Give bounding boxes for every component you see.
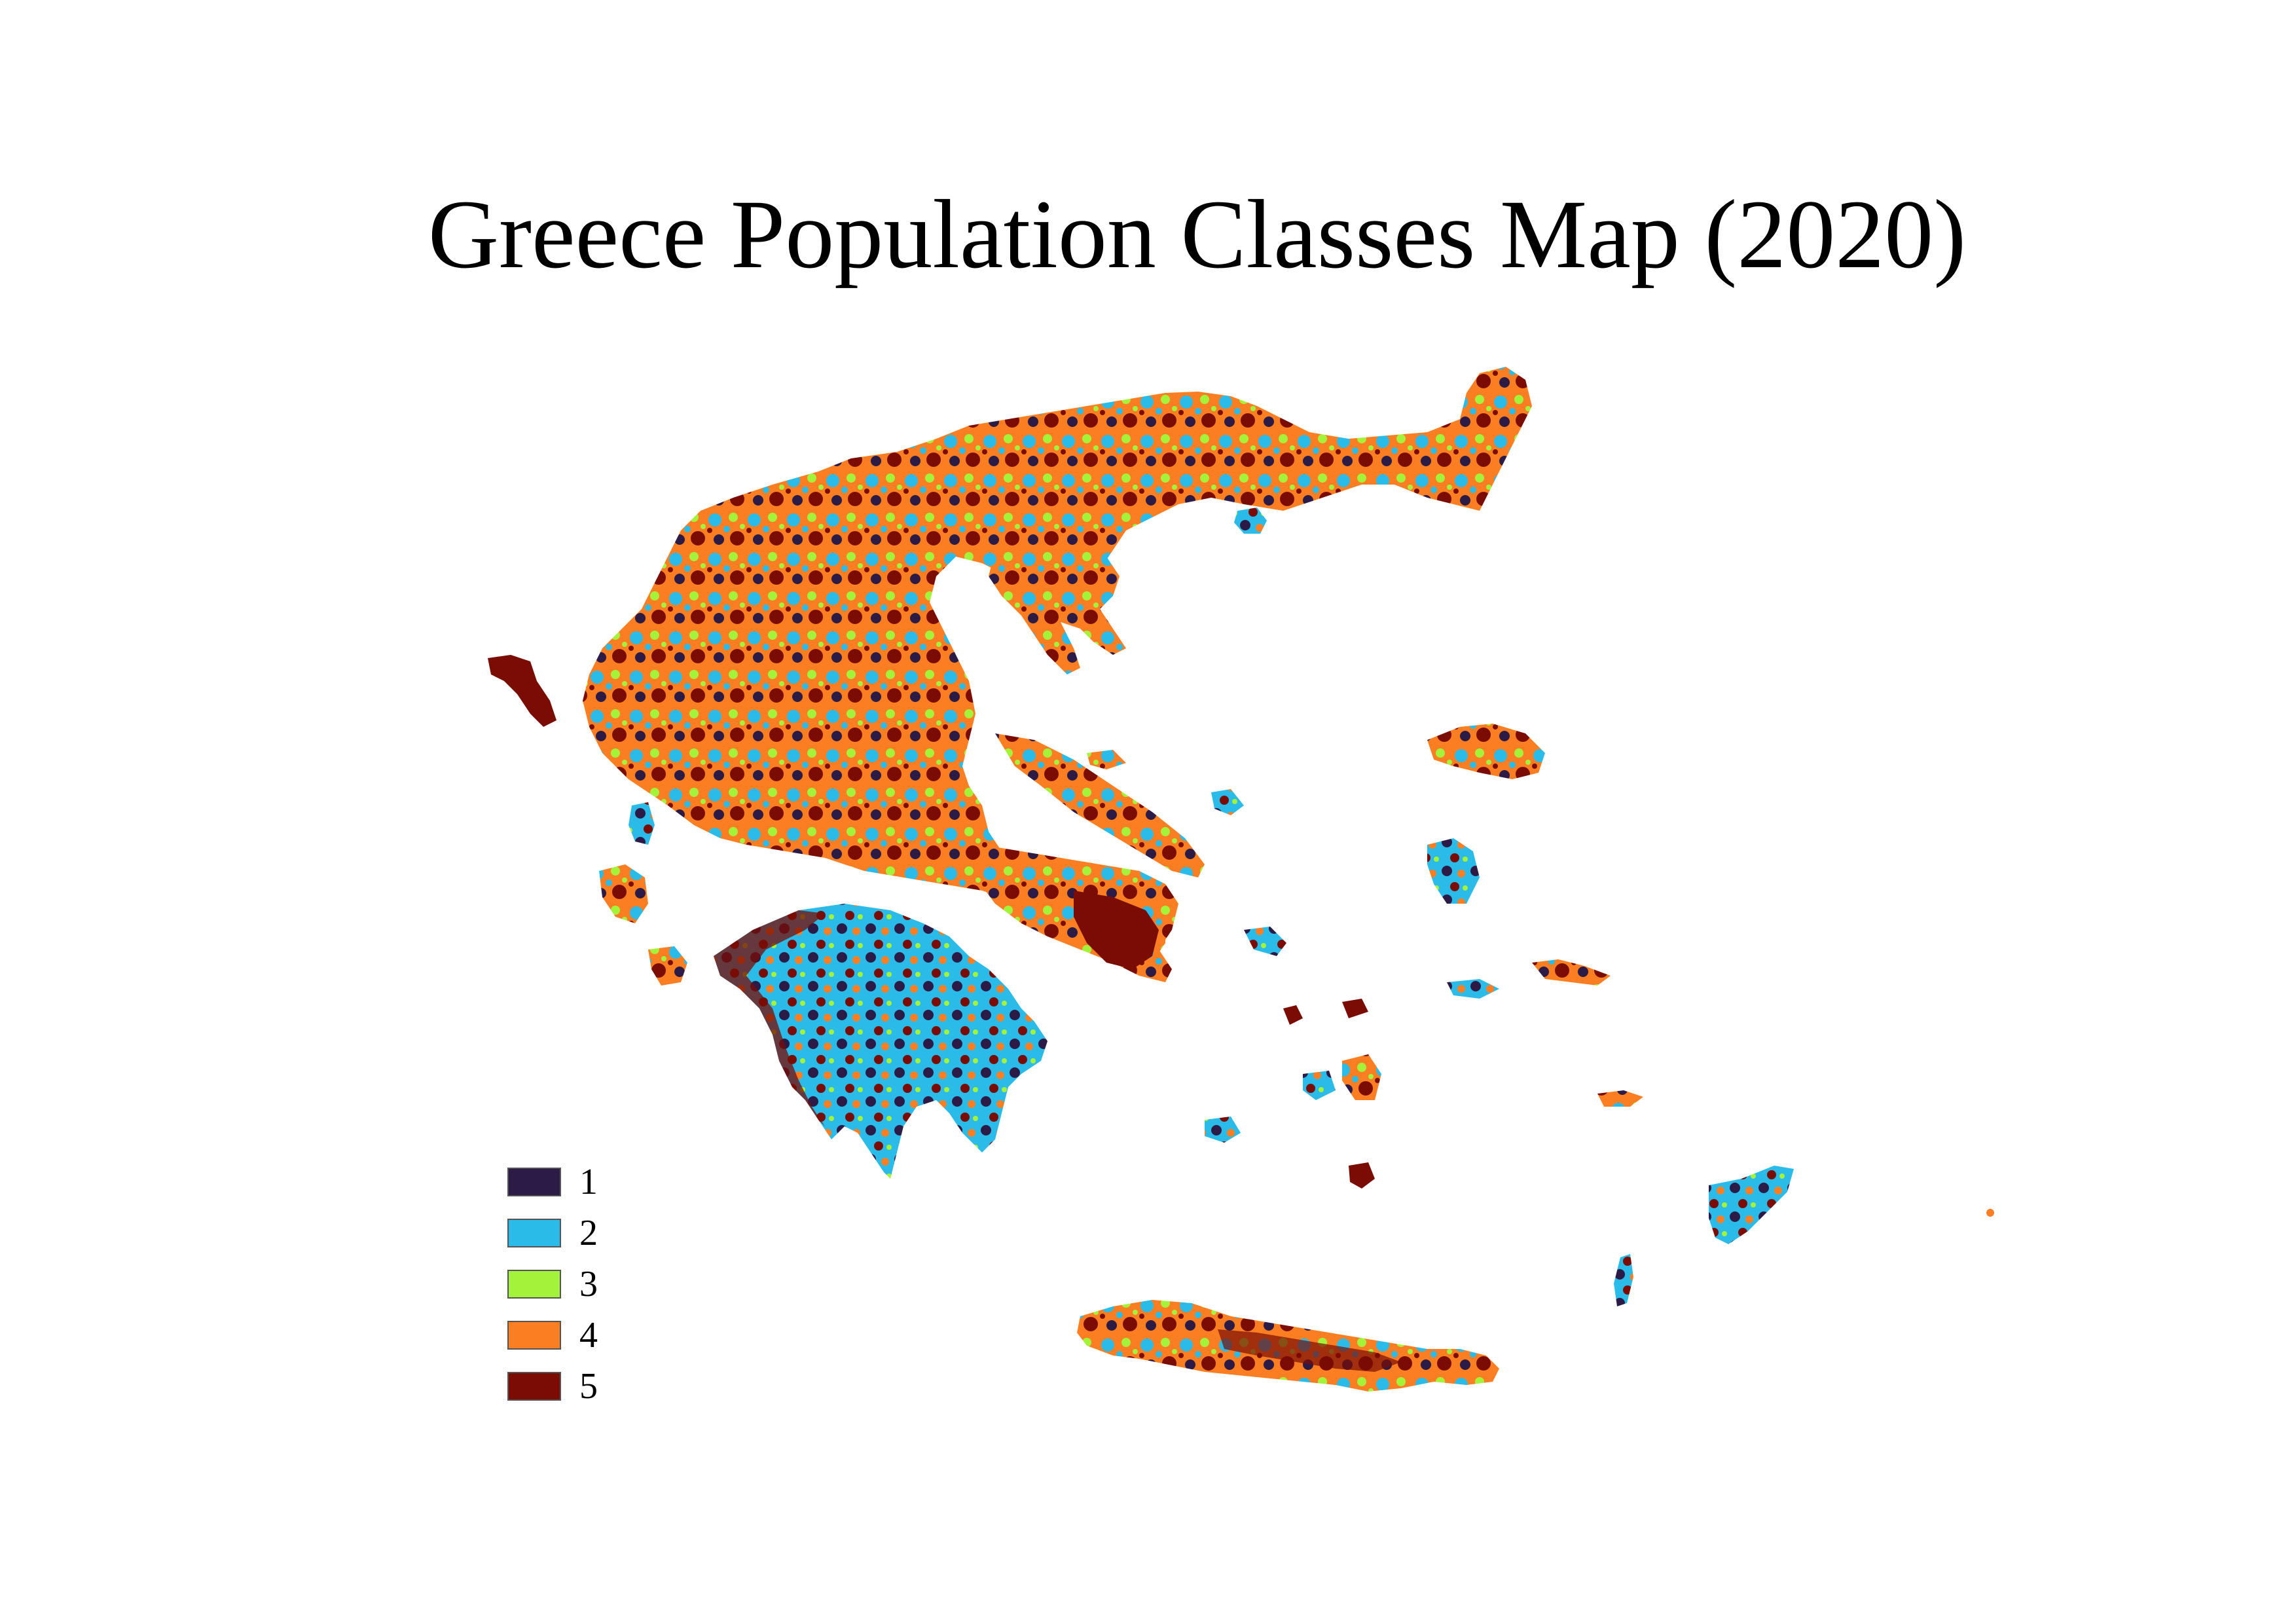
legend-item: 5 <box>507 1361 598 1412</box>
legend-swatch-4 <box>507 1321 561 1350</box>
kastellorizo-island <box>1986 1209 1994 1217</box>
lesbos-island <box>1427 724 1545 779</box>
santorini-island <box>1349 1162 1375 1189</box>
map-title: Greece Population Classes Map (2020) <box>428 180 1967 289</box>
syros-island <box>1283 1005 1303 1025</box>
skyros-island <box>1211 789 1244 815</box>
legend-swatch-2 <box>507 1219 561 1247</box>
milos-island <box>1205 1116 1241 1143</box>
chalkidiki-peninsula <box>989 544 1126 674</box>
legend-swatch-3 <box>507 1270 561 1299</box>
legend-item: 1 <box>507 1156 598 1208</box>
legend-item: 3 <box>507 1259 598 1310</box>
legend-label: 3 <box>579 1264 598 1304</box>
chios-island <box>1427 838 1480 904</box>
samos-island <box>1532 959 1611 986</box>
legend-item: 4 <box>507 1310 598 1361</box>
zakynthos-island <box>648 946 687 986</box>
euboea-island <box>995 733 1205 877</box>
naxos-island <box>1342 1054 1381 1100</box>
legend-label: 1 <box>579 1162 598 1202</box>
legend-item: 2 <box>507 1208 598 1259</box>
karpathos-island <box>1614 1254 1633 1306</box>
legend-swatch-5 <box>507 1372 561 1401</box>
legend-label: 4 <box>579 1315 598 1356</box>
sporades-island <box>1087 750 1126 769</box>
mykonos-island <box>1342 999 1368 1018</box>
peloponnese-coast-band <box>714 910 825 1126</box>
lefkada-island <box>629 802 655 845</box>
crete-dense-area <box>1218 1329 1401 1372</box>
thasos-island <box>1234 507 1267 534</box>
ikaria-island <box>1447 979 1499 999</box>
legend-label: 5 <box>579 1366 598 1407</box>
legend-label: 2 <box>579 1213 598 1253</box>
legend: 1 2 3 4 5 <box>507 1156 598 1412</box>
kos-island <box>1597 1090 1643 1107</box>
corfu-island <box>488 655 556 727</box>
kefalonia-island <box>599 864 648 923</box>
rhodes-island <box>1709 1166 1794 1244</box>
peloponnese-region <box>714 904 1048 1179</box>
andros-island <box>1244 927 1286 956</box>
paros-island <box>1303 1071 1336 1100</box>
legend-swatch-1 <box>507 1168 561 1196</box>
athens-dense-area <box>1074 891 1159 969</box>
mainland-north-region <box>583 367 1532 963</box>
